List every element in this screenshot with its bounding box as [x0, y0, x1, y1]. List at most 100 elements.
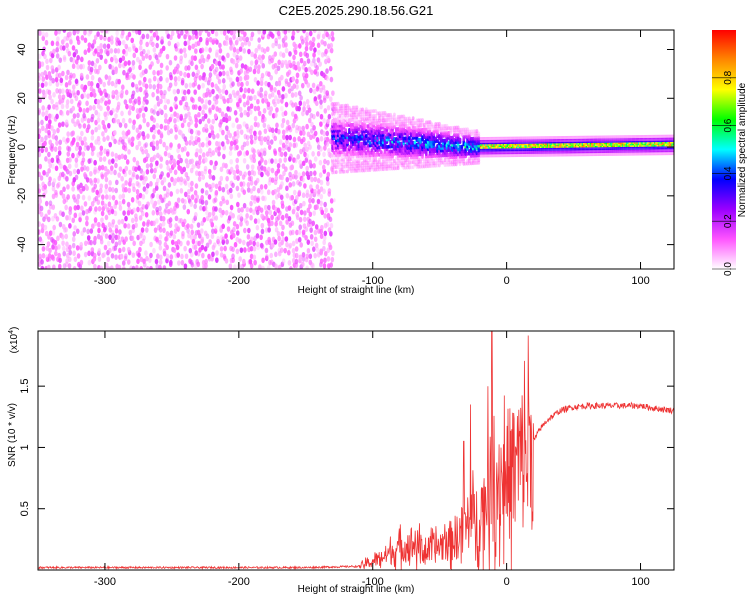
heatmap-cell	[219, 246, 224, 252]
heatmap-cell	[102, 156, 107, 162]
heatmap-cell	[276, 168, 281, 174]
heatmap-cell	[291, 173, 296, 180]
heatmap-cell	[106, 93, 111, 100]
heatmap-cell	[139, 39, 143, 46]
heatmap-cell	[235, 185, 240, 192]
heatmap-cell	[130, 197, 135, 203]
heatmap-cell	[520, 138, 522, 140]
heatmap-cell	[560, 150, 562, 153]
heatmap-cell	[569, 152, 572, 154]
heatmap-cell	[526, 139, 529, 141]
heatmap-cell	[288, 142, 293, 148]
heatmap-cell	[276, 98, 281, 105]
heatmap-cell	[82, 227, 87, 233]
heatmap-cell	[108, 227, 112, 233]
heatmap-cell	[338, 160, 342, 165]
heatmap-cell	[319, 136, 324, 142]
heatmap-cell	[237, 207, 241, 214]
heatmap-cell	[304, 78, 308, 85]
heatmap-cell	[238, 35, 243, 42]
heatmap-cell	[213, 197, 218, 203]
heatmap-cell	[87, 259, 92, 266]
heatmap-cell	[160, 39, 164, 45]
heatmap-cell	[100, 30, 104, 34]
heatmap-cell	[297, 66, 302, 72]
heatmap-cell	[411, 116, 415, 121]
heatmap-cell	[534, 142, 537, 144]
heatmap-cell	[482, 137, 485, 139]
heatmap-cell	[501, 139, 503, 142]
heatmap-cell	[188, 140, 192, 146]
heatmap-cell	[269, 84, 274, 91]
heatmap-cell	[249, 95, 253, 102]
heatmap-cell	[546, 149, 549, 151]
heatmap-cell	[564, 152, 566, 154]
heatmap-cell	[509, 141, 511, 143]
heatmap-cell	[565, 138, 568, 141]
heatmap-cell	[284, 47, 289, 54]
heatmap-cell	[529, 152, 531, 154]
heatmap-cell	[207, 76, 212, 83]
heatmap-cell	[183, 33, 187, 40]
heatmap-cell	[570, 153, 573, 155]
heatmap-cell	[536, 148, 538, 150]
heatmap-cell	[238, 238, 242, 244]
heatmap-cell	[506, 136, 509, 139]
heatmap-cell	[103, 88, 107, 95]
heatmap-cell	[111, 107, 115, 114]
heatmap-cell	[252, 254, 257, 261]
heatmap-cell	[78, 216, 82, 223]
heatmap-cell	[278, 139, 283, 145]
heatmap-cell	[79, 182, 83, 189]
heatmap-cell	[152, 247, 156, 254]
heatmap-cell	[274, 175, 279, 182]
heatmap-cell	[145, 265, 150, 269]
heatmap-cell	[111, 232, 116, 239]
heatmap-cell	[142, 76, 147, 83]
heatmap-cell	[149, 241, 153, 248]
heatmap-cell	[132, 186, 136, 193]
heatmap-cell	[517, 140, 519, 143]
heatmap-cell	[298, 181, 302, 187]
heatmap-cell	[236, 201, 240, 208]
heatmap-cell	[322, 117, 326, 124]
heatmap-cell	[522, 152, 525, 155]
heatmap-cell	[62, 186, 66, 193]
heatmap-cell	[72, 231, 77, 237]
heatmap-cell	[175, 125, 180, 131]
heatmap-cell	[122, 48, 126, 55]
heatmap-cell	[520, 143, 522, 146]
heatmap-cell	[183, 89, 187, 96]
heatmap-cell	[221, 64, 225, 70]
heatmap-cell	[565, 140, 568, 142]
heatmap-cell	[240, 81, 244, 88]
heatmap-cell	[313, 176, 318, 183]
heatmap-cell	[89, 142, 94, 149]
heatmap-cell	[166, 172, 171, 178]
heatmap-cell	[116, 118, 121, 125]
heatmap-cell	[548, 137, 550, 140]
heatmap-cell	[502, 145, 505, 147]
heatmap-cell	[529, 155, 531, 157]
heatmap-cell	[229, 66, 233, 73]
heatmap-cell	[183, 146, 187, 152]
heatmap-cell	[76, 30, 80, 35]
heatmap-cell	[76, 253, 81, 259]
heatmap-cell	[572, 153, 574, 155]
heatmap-cell	[308, 144, 312, 150]
heatmap-cell	[210, 221, 215, 228]
heatmap-cell	[315, 65, 319, 71]
heatmap-cell	[495, 152, 498, 155]
heatmap-cell	[38, 236, 43, 242]
heatmap-cell	[120, 236, 125, 242]
heatmap-cell	[38, 229, 41, 235]
heatmap-cell	[176, 147, 180, 154]
heatmap-cell	[175, 202, 180, 209]
heatmap-cell	[232, 169, 237, 176]
heatmap-cell	[47, 158, 52, 165]
heatmap-cell	[277, 43, 282, 50]
heatmap-cell	[489, 141, 491, 143]
heatmap-cell	[565, 150, 568, 153]
heatmap-cell	[221, 186, 226, 193]
heatmap-cell	[57, 122, 62, 128]
